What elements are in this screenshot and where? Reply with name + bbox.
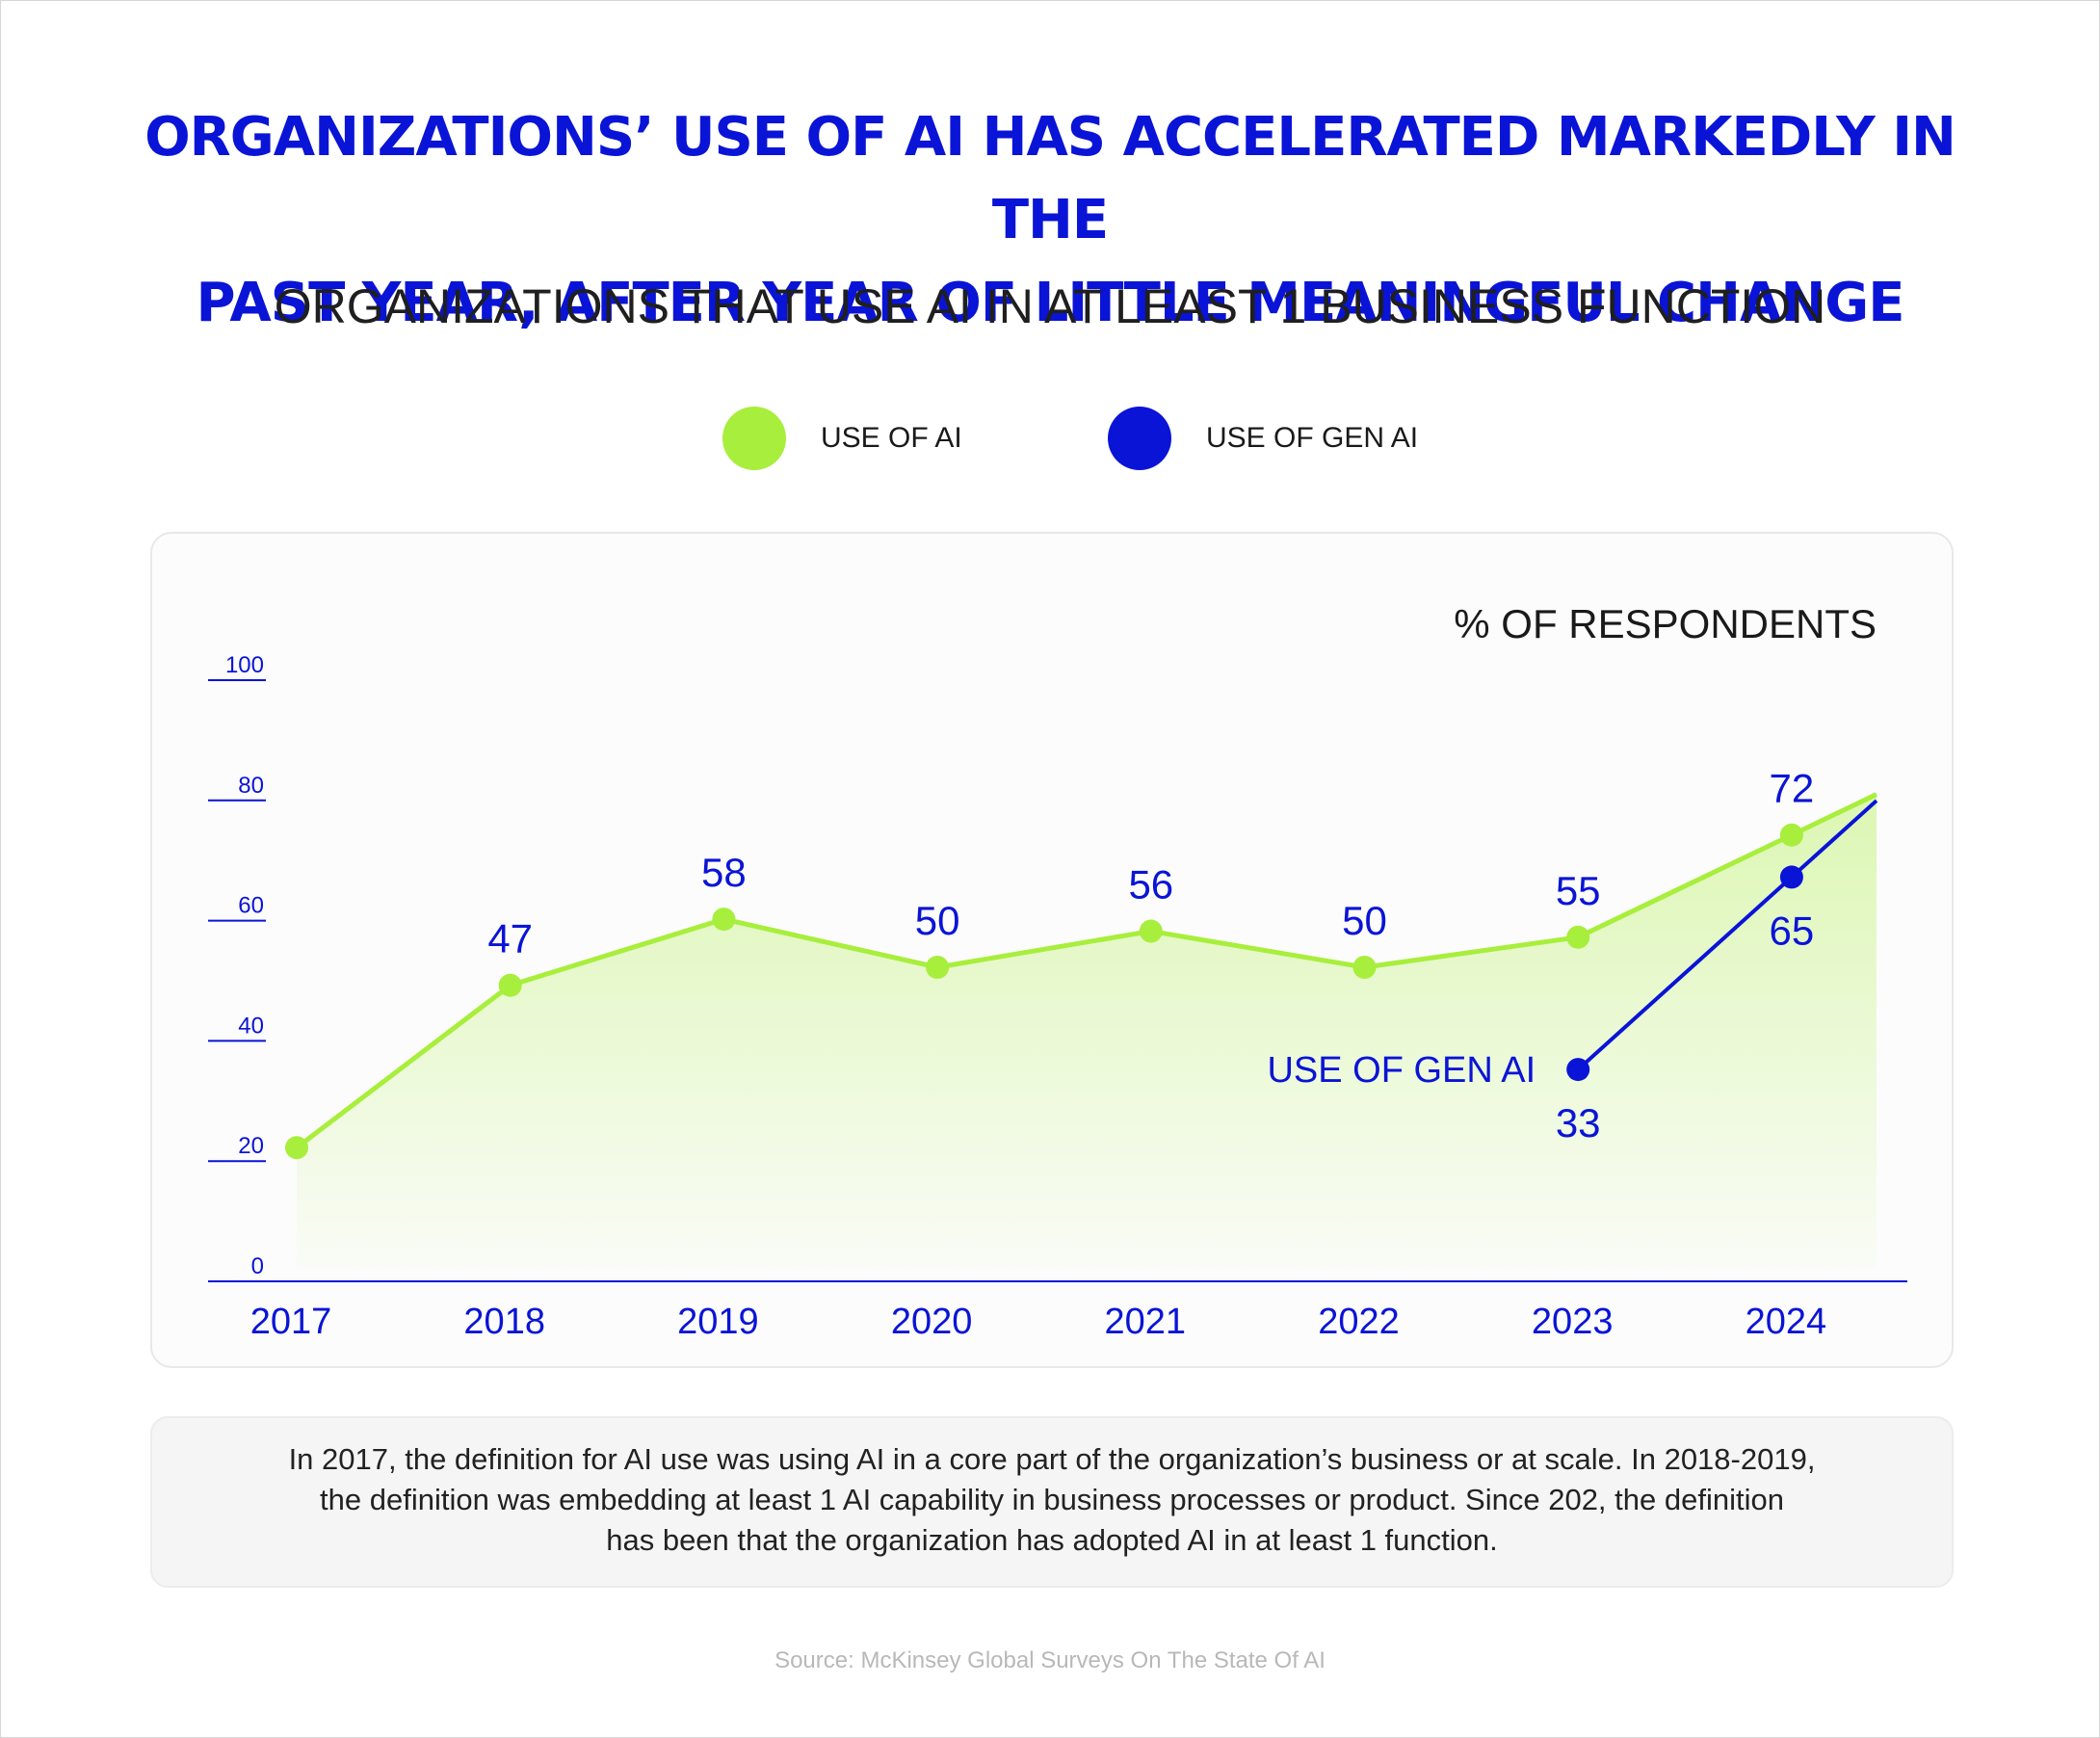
legend-label-use-of-gen-ai: USE OF GEN AI xyxy=(1206,422,1419,454)
note-line-1: In 2017, the definition for AI use was u… xyxy=(288,1442,1816,1476)
chart-title-line1: ORGANIZATIONS’ USE OF AI HAS ACCELERATED… xyxy=(144,106,1956,251)
definition-note-text: In 2017, the definition for AI use was u… xyxy=(191,1439,1913,1561)
data-label-use-of-gen-ai-2023: 33 xyxy=(1556,1100,1601,1146)
x-tick-label-2021: 2021 xyxy=(1105,1302,1187,1342)
data-point-use-of-ai-2020 xyxy=(926,956,950,979)
legend-swatch-use-of-gen-ai xyxy=(1108,407,1171,470)
data-label-use-of-ai-2019: 58 xyxy=(701,850,747,895)
y-axis-label: % OF RESPONDENTS xyxy=(1454,601,1877,646)
data-label-use-of-ai-2018: 47 xyxy=(487,916,533,961)
data-point-use-of-ai-2021 xyxy=(1139,919,1163,943)
data-label-use-of-ai-2021: 56 xyxy=(1128,862,1173,908)
x-tick-label-2022: 2022 xyxy=(1318,1302,1400,1342)
x-tick-label-2019: 2019 xyxy=(677,1302,759,1342)
data-label-use-of-ai-2020: 50 xyxy=(915,898,960,943)
chart-title-line2: PAST YEAR, AFTER YEAR OF LITTLE MEANINGF… xyxy=(196,272,1905,334)
data-point-use-of-ai-2023 xyxy=(1566,925,1590,949)
chart-card: 0 20 40 60 80 100 2017 2018 2019 2020 2021 2022 2023… xyxy=(150,532,1954,1368)
chart-title: ORGANIZATIONS’ USE OF AI HAS ACCELERATED… xyxy=(135,96,1965,345)
y-tick-label-60: 60 xyxy=(238,893,264,919)
x-tick-label-2018: 2018 xyxy=(463,1302,545,1342)
data-label-use-of-gen-ai-2024: 65 xyxy=(1770,908,1815,953)
y-tick-label-20: 20 xyxy=(238,1133,264,1159)
x-tick-label-2024: 2024 xyxy=(1746,1302,1827,1342)
data-label-use-of-ai-2024: 72 xyxy=(1770,766,1815,811)
y-tick-label-0: 0 xyxy=(251,1253,264,1279)
data-point-use-of-ai-2017 xyxy=(285,1136,308,1160)
line-chart: 0 20 40 60 80 100 2017 2018 2019 2020 2021 2022 2023… xyxy=(208,601,1907,1342)
x-tick-label-2023: 2023 xyxy=(1532,1302,1614,1342)
x-tick-label-2020: 2020 xyxy=(891,1302,973,1342)
legend: USE OF AI USE OF GEN AI xyxy=(0,407,2100,470)
data-point-use-of-ai-2022 xyxy=(1352,956,1377,979)
data-point-use-of-ai-2024 xyxy=(1779,823,1803,847)
note-line-3: has been that the organization has adopt… xyxy=(606,1523,1498,1557)
gen-ai-annotation: USE OF GEN AI xyxy=(1267,1050,1536,1091)
data-point-use-of-ai-2018 xyxy=(498,973,522,997)
legend-label-use-of-ai: USE OF AI xyxy=(821,422,962,454)
chart-subtitle: ORGANIZATIONS THAT USE AI IN AT LEAST 1 … xyxy=(274,279,1826,333)
definition-note: In 2017, the definition for AI use was u… xyxy=(150,1416,1954,1588)
data-point-use-of-gen-ai-2024 xyxy=(1779,865,1803,889)
data-label-use-of-ai-2023: 55 xyxy=(1556,868,1601,913)
legend-item-use-of-ai: USE OF AI xyxy=(722,407,962,470)
source-citation: Source: McKinsey Global Surveys On The S… xyxy=(774,1647,1326,1673)
y-tick-label-40: 40 xyxy=(238,1013,264,1039)
data-point-use-of-ai-2019 xyxy=(712,908,736,932)
y-tick-label-100: 100 xyxy=(225,652,264,678)
legend-swatch-use-of-ai xyxy=(722,407,786,470)
x-tick-label-2017: 2017 xyxy=(250,1302,332,1342)
data-label-use-of-ai-2022: 50 xyxy=(1342,898,1387,943)
note-line-2: the definition was embedding at least 1 … xyxy=(320,1483,1784,1516)
area-fill-use-of-ai xyxy=(297,794,1877,1268)
y-tick-label-80: 80 xyxy=(238,773,264,799)
data-point-use-of-gen-ai-2023 xyxy=(1566,1058,1590,1082)
legend-item-use-of-gen-ai: USE OF GEN AI xyxy=(1108,407,1418,470)
